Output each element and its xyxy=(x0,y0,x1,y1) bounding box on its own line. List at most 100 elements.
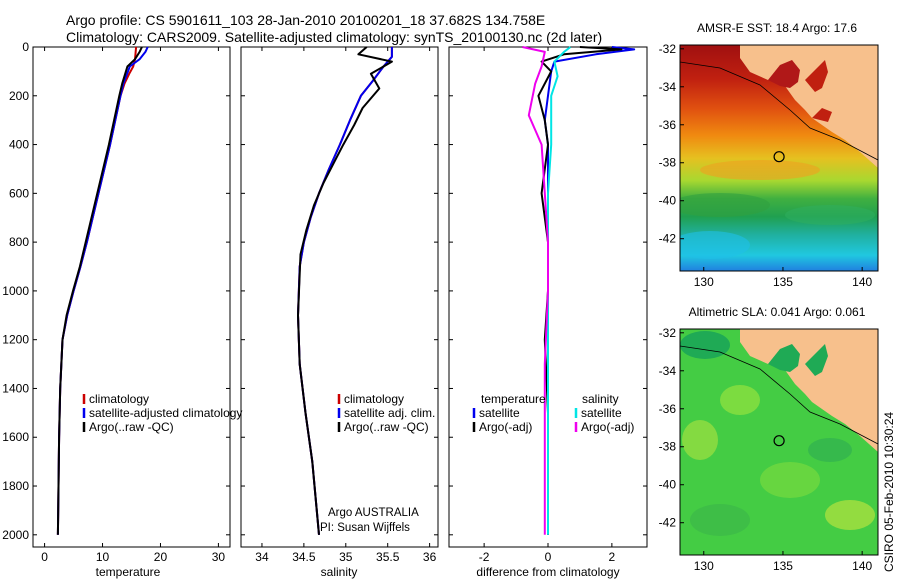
depth-tick-label: 600 xyxy=(9,186,29,200)
sst-patch xyxy=(785,205,875,225)
salinity-annotation-argo: Argo AUSTRALIA xyxy=(328,507,419,519)
sla-shelf-contour xyxy=(680,345,878,445)
salinity-xlabel: salinity xyxy=(321,565,358,579)
map-ytick-label: -42 xyxy=(659,232,677,246)
sst-map-panel: AMSR-E SST: 18.4 Argo: 17.6 130 135 140 -32… xyxy=(659,21,879,289)
salinity-xtick-label: 36 xyxy=(423,550,437,564)
map-xtick-label: 130 xyxy=(694,559,714,573)
sla-map-axes-box xyxy=(679,328,879,556)
map-ytick-label: -34 xyxy=(659,364,677,378)
map-xtick-label: 130 xyxy=(694,275,714,289)
depth-tick-label: 0 xyxy=(22,40,29,54)
sla-patch xyxy=(690,504,750,536)
sst-patch xyxy=(680,193,770,217)
depth-tick-label: 800 xyxy=(9,235,29,249)
legend-entry: climatology xyxy=(344,392,404,406)
map-ytick-label: -32 xyxy=(659,42,677,56)
sst-argo-location-marker xyxy=(773,151,785,163)
sst-patch xyxy=(680,231,750,259)
sla-patch xyxy=(682,420,718,460)
sst-map-axes-box xyxy=(679,44,879,272)
sla-map-panel: Altimetric SLA: 0.041 Argo: 0.061 130 135… xyxy=(659,305,879,573)
temperature-xtick-label: 20 xyxy=(154,550,168,564)
map-ytick-label: -38 xyxy=(659,156,677,170)
salinity-xtick-label: 34 xyxy=(255,550,269,564)
depth-tick-label: 1800 xyxy=(2,479,29,493)
sla-patch xyxy=(720,385,760,415)
difference-series-sat_salinity xyxy=(547,46,572,535)
sst-map-field xyxy=(680,45,878,271)
difference-series-satellite xyxy=(543,46,636,535)
difference-xlabel: difference from climatology xyxy=(476,565,619,579)
figure-title-line2: Climatology: CARS2009. Satellite-adjuste… xyxy=(66,29,603,45)
sst-map-ticks: 130 135 140 -32 -34 -36 -38 -40 -42 xyxy=(659,42,873,289)
difference-xtick-label: -2 xyxy=(479,550,490,564)
map-xtick-label: 140 xyxy=(852,275,872,289)
temperature-panel: 0 10 20 30 0 200 400 600 800 1000 1200 1400 1600 1800… xyxy=(2,40,242,579)
depth-tick-label: 200 xyxy=(9,89,29,103)
sla-patch xyxy=(760,462,820,498)
sst-patch xyxy=(700,160,820,180)
sla-gulf xyxy=(768,344,800,372)
salinity-xtick-label: 35 xyxy=(339,550,353,564)
temperature-ticks: 0 10 20 30 0 200 400 600 800 1000 1200 1400 1600 1800… xyxy=(2,40,230,564)
sla-patch xyxy=(825,500,875,530)
sla-patch xyxy=(680,331,730,359)
sla-map-ticks: 130 135 140 -32 -34 -36 -38 -40 -42 xyxy=(659,326,873,573)
map-ytick-label: -38 xyxy=(659,440,677,454)
temperature-xtick-label: 10 xyxy=(96,550,110,564)
temperature-axes-box xyxy=(32,46,231,548)
depth-tick-label: 400 xyxy=(9,138,29,152)
map-xtick-label: 140 xyxy=(852,559,872,573)
legend-entry: satellite adj. clim. xyxy=(344,406,435,420)
salinity-annotation-pi: PI: Susan Wijffels xyxy=(320,522,410,534)
temperature-series-satellite xyxy=(56,46,149,535)
temperature-xlabel: temperature xyxy=(96,565,161,579)
legend-entry: climatology xyxy=(89,392,149,406)
legend-entry: Argo(..raw -QC) xyxy=(344,420,429,434)
difference-lines xyxy=(522,46,636,535)
sst-shelf-contour xyxy=(680,61,878,161)
map-ytick-label: -36 xyxy=(659,118,677,132)
legend-entry: Argo(..raw -QC) xyxy=(89,420,174,434)
salinity-lines xyxy=(297,46,393,535)
legend-entry: satellite xyxy=(479,406,520,420)
salinity-ticks: 34 34.5 35 35.5 36 xyxy=(241,46,438,564)
depth-tick-label: 1000 xyxy=(2,284,29,298)
sst-island xyxy=(812,108,832,122)
temperature-xtick-label: 30 xyxy=(212,550,226,564)
salinity-xtick-label: 34.5 xyxy=(292,550,316,564)
sla-patch xyxy=(808,438,852,462)
sla-map-field xyxy=(680,329,878,555)
depth-tick-label: 1600 xyxy=(2,430,29,444)
sla-gulf xyxy=(805,344,828,376)
legend-entry: satellite xyxy=(581,406,622,420)
credit-text: CSIRO 05-Feb-2010 10:30:24 xyxy=(882,412,896,572)
depth-tick-label: 1400 xyxy=(2,381,29,395)
legend-header-salinity: salinity xyxy=(582,392,619,406)
legend-header-temperature: temperature xyxy=(481,392,546,406)
map-ytick-label: -36 xyxy=(659,402,677,416)
depth-tick-label: 2000 xyxy=(2,528,29,542)
map-ytick-label: -40 xyxy=(659,194,677,208)
temperature-series-climatology xyxy=(56,46,138,535)
temperature-xtick-label: 0 xyxy=(41,550,48,564)
difference-xtick-label: 2 xyxy=(609,550,616,564)
map-ytick-label: -32 xyxy=(659,326,677,340)
legend-entry: Argo(-adj) xyxy=(479,420,532,434)
temperature-series-argo xyxy=(56,46,143,535)
difference-panel: -2 0 2 temperature salinitysatelliteArgo(-a… xyxy=(448,46,648,579)
figure-title-line1: Argo profile: CS 5901611_103 28-Jan-2010… xyxy=(66,12,546,28)
map-xtick-label: 135 xyxy=(773,275,793,289)
map-ytick-label: -34 xyxy=(659,80,677,94)
depth-tick-label: 1200 xyxy=(2,333,29,347)
temperature-lines xyxy=(56,46,149,535)
legend-entry: Argo(-adj) xyxy=(581,420,634,434)
difference-xtick-label: 0 xyxy=(545,550,552,564)
sst-gulf xyxy=(805,60,828,92)
sla-argo-location-marker xyxy=(773,435,785,447)
